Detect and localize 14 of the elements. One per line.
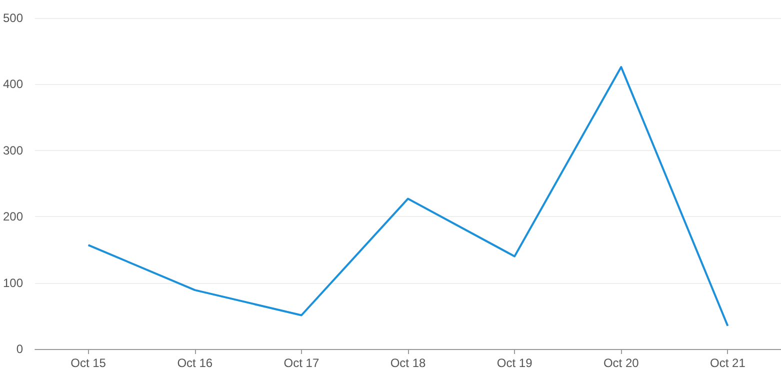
y-tick-label: 300 [2,143,24,158]
x-tick-label: Oct 21 [710,356,746,370]
x-tick-label: Oct 18 [390,356,426,370]
y-tick-label: 500 [2,11,24,25]
x-tick-label: Oct 20 [603,356,640,370]
x-tick-label: Oct 17 [284,356,320,370]
y-tick-label: 0 [16,342,24,356]
x-tick-label: Oct 16 [177,356,213,370]
line-series [87,66,729,327]
y-tick-label: 100 [2,276,24,290]
y-tick-label: 400 [2,77,24,92]
x-tick-label: Oct 19 [496,356,533,370]
y-tick-label: 200 [2,210,24,224]
x-tick-label: Oct 15 [70,356,106,370]
